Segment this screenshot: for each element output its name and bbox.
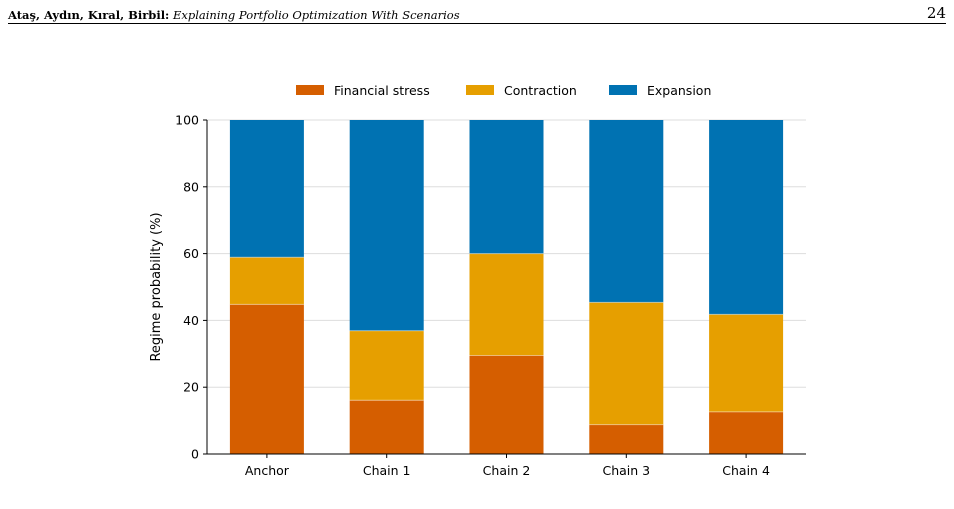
bar-anchor-series-2 — [229, 120, 304, 258]
bar-chain-3-series-2 — [589, 120, 664, 303]
bar-chain-2-series-2 — [469, 120, 544, 254]
legend-label-2: Expansion — [647, 83, 711, 98]
y-tick-label-20: 20 — [183, 380, 199, 395]
running-head-authors: Ataş, Aydın, Kıral, Birbil: — [8, 8, 170, 22]
bar-chain-1-series-0 — [349, 400, 424, 454]
y-tick-label-0: 0 — [191, 447, 199, 462]
page-number: 24 — [926, 4, 946, 22]
x-tick-label-chain-3: Chain 3 — [602, 463, 650, 478]
running-head-title: Explaining Portfolio Optimization With S… — [172, 8, 460, 22]
legend-swatch-1 — [466, 85, 494, 95]
y-tick-label-80: 80 — [183, 179, 199, 194]
bar-anchor-series-0 — [229, 304, 304, 454]
bar-chain-4-series-2 — [709, 120, 784, 315]
x-tick-label-anchor: Anchor — [245, 463, 290, 478]
x-tick-label-chain-1: Chain 1 — [363, 463, 411, 478]
header-rule — [8, 23, 946, 24]
bar-chain-4-series-1 — [709, 314, 784, 412]
legend-swatch-0 — [296, 85, 324, 95]
legend-swatch-2 — [609, 85, 637, 95]
legend-label-0: Financial stress — [334, 83, 430, 98]
bar-chain-2-series-0 — [469, 355, 544, 454]
bar-anchor-series-1 — [229, 257, 304, 305]
page-header: Ataş, Aydın, Kıral, Birbil: Explaining P… — [8, 4, 946, 26]
bar-chain-1-series-1 — [349, 330, 424, 401]
bar-chain-1-series-2 — [349, 120, 424, 331]
x-tick-label-chain-2: Chain 2 — [483, 463, 531, 478]
bar-chain-3-series-1 — [589, 302, 664, 425]
y-tick-label-40: 40 — [183, 313, 199, 328]
bar-chain-2-series-1 — [469, 253, 544, 356]
bar-chain-4-series-0 — [709, 411, 784, 454]
running-head: Ataş, Aydın, Kıral, Birbil: Explaining P… — [8, 8, 460, 22]
bar-chain-3-series-0 — [589, 424, 664, 454]
y-axis-title: Regime probability (%) — [149, 212, 164, 361]
y-tick-label-100: 100 — [175, 113, 199, 128]
x-tick-label-chain-4: Chain 4 — [722, 463, 770, 478]
y-tick-label-60: 60 — [183, 246, 199, 261]
legend-label-1: Contraction — [504, 83, 577, 98]
